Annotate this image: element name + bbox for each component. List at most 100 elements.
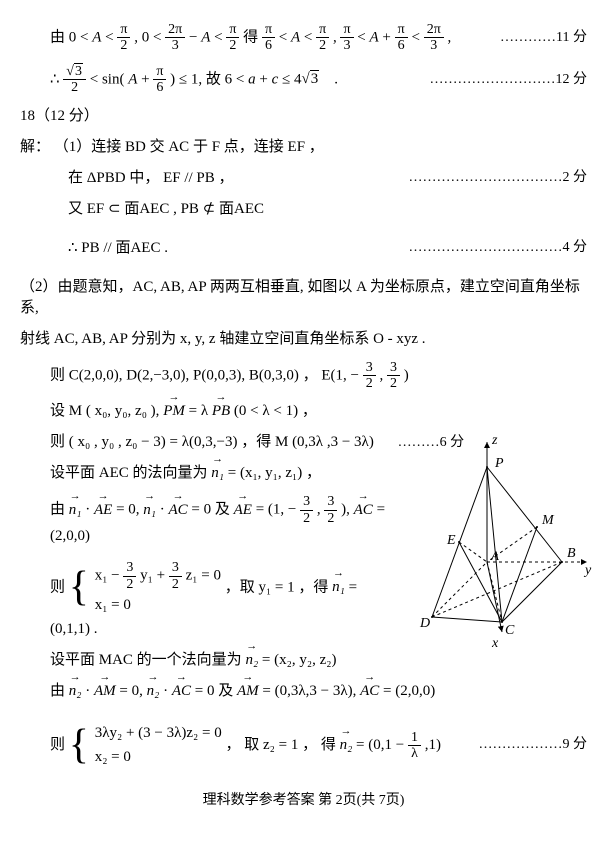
vector: AC <box>172 681 191 702</box>
text-line: 又 EF ⊂ 面AEC , PB ⊄ 面AEC <box>20 199 587 220</box>
fraction: π2 <box>226 22 239 54</box>
text-line: 射线 AC, AB, AP 分别为 x, y, z 轴建立空间直角坐标系 O -… <box>20 329 587 350</box>
score-marker: …………11 分 <box>500 28 587 48</box>
math-line: 设平面 MAC 的一个法向量为 n₂ = (x₂, y₂, z₂) <box>20 650 390 671</box>
svg-text:C: C <box>505 623 515 638</box>
text: = 0, <box>116 502 143 518</box>
math-line: 则 C(2,0,0), D(2,−3,0), P(0,0,3), B(0,3,0… <box>20 360 587 392</box>
math-line: 设平面 AEC 的法向量为 n₁ = (x₁, y₁, z₁) ， <box>20 463 390 484</box>
text: ， 取 z₂ = 1 ， 得 <box>225 737 339 753</box>
text: < <box>279 29 291 45</box>
vector: PB <box>212 401 230 422</box>
text: ) ≤ 1, 故 6 < <box>170 71 248 87</box>
fraction: π6 <box>262 22 275 54</box>
vector: PM <box>163 401 185 422</box>
score-marker: ………………………12 分 <box>430 70 588 90</box>
text: , <box>317 502 325 518</box>
text: x₁ − <box>95 567 124 583</box>
fraction: π2 <box>117 22 130 54</box>
text: = 0, <box>119 683 146 699</box>
fraction: 32 <box>63 64 86 96</box>
vector: n₁ <box>69 500 82 521</box>
question-number: 18（12 分） <box>20 106 587 127</box>
svg-text:D: D <box>419 616 430 631</box>
text: < sin( <box>90 71 128 87</box>
text: < <box>411 29 423 45</box>
svg-text:x: x <box>491 636 499 651</box>
vector: n₁ <box>332 577 345 598</box>
text: ∴ <box>50 71 63 87</box>
fraction: 32 <box>300 494 313 526</box>
text: + <box>141 71 153 87</box>
fraction: 32 <box>387 360 400 392</box>
math-line-1: 由 0 < A < π2 , 0 < 2π3 − A < π2 得 π6 < A… <box>20 22 587 54</box>
fraction: 32 <box>324 494 337 526</box>
fraction: 32 <box>363 360 376 392</box>
equation-system: 则 { 3λy₂ + (3 − 3λ)z₂ = 0 x₂ = 0 ， 取 z₂ … <box>20 720 587 771</box>
math-line: 由 n₁ · AE = 0, n₁ · AC = 0 及 AE = (1, − … <box>20 494 390 547</box>
score-marker: ……………………………2 分 <box>409 168 588 188</box>
vector: n₁ <box>211 463 224 484</box>
equation-system: 则 { x₁ − 32 y₁ + 32 z₁ = 0 x₁ = 0 ，取 y₁ … <box>20 557 390 640</box>
math-line: 设 M ( x₀, y₀, z₀ ), PM = λ PB (0 < λ < 1… <box>20 401 587 422</box>
text: （1）连接 BD 交 AC 于 F 点，连接 EF ， <box>54 139 324 155</box>
text: + <box>259 71 271 87</box>
svg-text:P: P <box>494 456 504 471</box>
text: = (x₁, y₁, z₁) ， <box>228 465 321 481</box>
vector: AC <box>354 500 373 521</box>
text: , <box>448 29 452 45</box>
page-footer: 理科数学参考答案 第 2页(共 7页) <box>20 791 587 811</box>
text: = (x₂, y₂, z₂) <box>262 652 337 668</box>
math-line: 由 n₂ · AM = 0, n₂ · AC = 0 及 AM = (0,3λ,… <box>20 681 587 702</box>
svg-text:A: A <box>490 548 499 563</box>
svg-text:y: y <box>583 563 592 578</box>
text: = (0,3λ,3 − 3λ), <box>262 683 360 699</box>
text: （2）由题意知，AC, AB, AP 两两互相垂直, 如图以 A 为坐标原点，建… <box>20 279 580 316</box>
text: · <box>160 502 169 518</box>
text: = 0 及 <box>191 502 233 518</box>
text: − <box>189 29 201 45</box>
text: = λ <box>189 403 208 419</box>
text: < <box>357 29 369 45</box>
vector: n₂ <box>147 681 160 702</box>
text: + <box>382 29 394 45</box>
text: (0 < λ < 1) ， <box>234 403 317 419</box>
pyramid-diagram: z P M B y C x D E A <box>387 432 597 652</box>
score-marker: ………………9 分 <box>479 736 588 756</box>
fraction: 32 <box>169 560 182 592</box>
svg-text:B: B <box>567 546 576 561</box>
text: = (1, − <box>256 502 297 518</box>
text-line: 在 ΔPBD 中， EF // PB ， ……………………………2 分 <box>20 168 587 189</box>
vector: AC <box>360 681 379 702</box>
text: < <box>214 29 226 45</box>
text: , 0 < <box>134 29 165 45</box>
text: · <box>163 683 172 699</box>
vector: AM <box>237 681 259 702</box>
text: , <box>379 367 387 383</box>
fraction: 32 <box>123 560 136 592</box>
text: 得 <box>243 29 262 45</box>
text: ) <box>404 367 409 383</box>
fraction: π2 <box>316 22 329 54</box>
text: 则 <box>50 579 65 595</box>
text: = (0,1 − <box>356 737 408 753</box>
math-line-2: ∴ 32 < sin( A + π6 ) ≤ 1, 故 6 < a + c ≤ … <box>20 64 587 96</box>
text: 由 <box>50 502 69 518</box>
text: 又 EF ⊂ 面AEC , PB ⊄ 面AEC <box>68 201 264 217</box>
text: ,1) <box>425 737 441 753</box>
text: ，取 y₁ = 1 ，得 <box>225 579 332 595</box>
fraction: 2π3 <box>424 22 444 54</box>
text: · <box>85 683 94 699</box>
svg-text:E: E <box>446 533 456 548</box>
fraction: π3 <box>340 22 353 54</box>
text: < <box>105 29 117 45</box>
text: x₁ = 0 <box>95 595 221 616</box>
text: 设平面 AEC 的法向量为 <box>50 465 211 481</box>
fraction: 2π3 <box>165 22 185 54</box>
svg-text:z: z <box>491 433 498 448</box>
text: y₁ + <box>140 567 169 583</box>
text: 则 ( x₀ , y₀ , z₀ − 3) = λ(0,3,−3) ，得 M (… <box>50 434 374 450</box>
text: 则 C(2,0,0), D(2,−3,0), P(0,0,3), B(0,3,0… <box>50 367 359 383</box>
text: 在 ΔPBD 中， EF // PB ， <box>68 170 234 186</box>
text: 射线 AC, AB, AP 分别为 x, y, z 轴建立空间直角坐标系 O -… <box>20 331 426 347</box>
